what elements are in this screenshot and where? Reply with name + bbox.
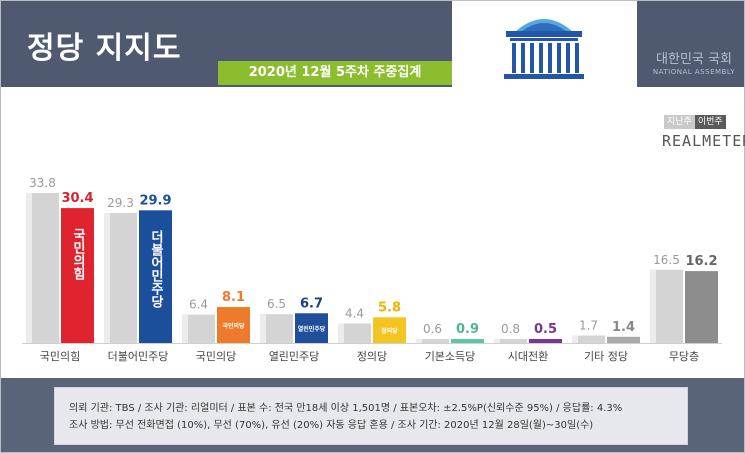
value-label-previous-8: 16.5 — [653, 253, 680, 267]
category-label-6: 시대전환 — [508, 350, 548, 363]
value-label-previous-5: 0.6 — [423, 322, 442, 336]
value-label-previous-4: 4.4 — [345, 306, 364, 320]
bar-current-5 — [451, 339, 484, 343]
bar-current-7 — [607, 336, 640, 343]
national-assembly-icon — [504, 19, 584, 79]
bar-previous-highlight-1 — [104, 212, 110, 343]
category-label-8: 무당층 — [669, 350, 699, 363]
bar-previous-7 — [572, 335, 605, 343]
party-logo-label-2: 국민의당 — [222, 322, 245, 330]
assembly-name-korean: 대한민국 국회 — [656, 52, 732, 67]
bar-current-0 — [61, 208, 94, 343]
realmeter-brand: REALMETER — [662, 132, 745, 150]
survey-details-line-1: 의뢰 기관: TBS / 조사 기관: 리얼미터 / 표본 수: 전국 만18세… — [69, 403, 623, 414]
value-label-previous-0: 33.8 — [29, 176, 56, 190]
bar-current-4 — [373, 317, 406, 343]
bar-previous-highlight-7 — [572, 335, 578, 343]
value-label-current-2: 8.1 — [222, 290, 245, 305]
legend-current-week: 이번주 — [694, 115, 726, 129]
assembly-logo-panel — [452, 1, 637, 87]
value-label-current-5: 0.9 — [456, 322, 479, 337]
value-label-current-8: 16.2 — [685, 254, 717, 269]
category-label-0: 국민의힘 — [40, 350, 80, 363]
value-label-current-7: 1.4 — [612, 320, 635, 335]
bar-previous-5 — [416, 339, 449, 343]
bar-current-1 — [139, 210, 172, 343]
bar-previous-highlight-4 — [338, 323, 344, 343]
value-label-current-0: 30.4 — [61, 191, 93, 206]
bar-previous-6 — [494, 339, 527, 343]
value-label-current-3: 6.7 — [300, 296, 323, 311]
party-logo-label-4: 정의당 — [381, 327, 398, 335]
value-label-current-4: 5.8 — [378, 300, 401, 315]
bar-previous-highlight-6 — [494, 339, 500, 343]
category-label-7: 기타 정당 — [584, 350, 628, 363]
bar-current-2 — [217, 307, 250, 343]
value-label-previous-1: 29.3 — [107, 196, 134, 210]
party-logo-label-0: 국민의힘 — [70, 228, 85, 281]
value-label-previous-7: 1.7 — [579, 318, 598, 332]
party-logo-label-3: 열린민주당 — [298, 325, 326, 333]
bar-previous-highlight-0 — [26, 193, 32, 343]
bar-previous-highlight-3 — [260, 314, 266, 343]
value-label-current-1: 29.9 — [139, 193, 171, 208]
category-label-3: 열린민주당 — [269, 350, 320, 363]
assembly-name: 대한민국 국회 NATIONAL ASSEMBLY — [648, 48, 740, 76]
survey-period-banner: 2020년 12월 5주차 주중집계 — [218, 61, 452, 85]
bar-previous-highlight-8 — [650, 269, 656, 343]
category-label-4: 정의당 — [357, 350, 387, 363]
page-title: 정당 지지도 — [27, 31, 182, 66]
bar-previous-4 — [338, 323, 371, 343]
party-logo-label-1: 더불어민주당 — [148, 230, 163, 310]
survey-details-box: 의뢰 기관: TBS / 조사 기관: 리얼미터 / 표본 수: 전국 만18세… — [54, 387, 688, 445]
chart-legend: 지난주 이번주 — [664, 115, 726, 129]
bar-current-3 — [295, 313, 328, 343]
category-label-2: 국민의당 — [196, 350, 236, 363]
value-label-previous-3: 6.5 — [267, 297, 286, 311]
value-label-previous-6: 0.8 — [501, 322, 520, 336]
bar-previous-highlight-2 — [182, 314, 188, 343]
category-label-5: 기본소득당 — [425, 350, 476, 363]
survey-details-line-2: 조사 방법: 무선 전화면접 (10%), 무선 (70%), 유선 (20%)… — [69, 420, 594, 431]
bar-current-6 — [529, 339, 562, 343]
value-label-previous-2: 6.4 — [189, 298, 208, 312]
bar-current-8 — [685, 271, 718, 343]
assembly-name-english: NATIONAL ASSEMBLY — [652, 68, 736, 76]
value-label-current-6: 0.5 — [534, 322, 557, 337]
category-label-1: 더불어민주당 — [108, 350, 169, 363]
bar-previous-highlight-5 — [416, 339, 422, 343]
legend-previous-week: 지난주 — [664, 115, 695, 129]
